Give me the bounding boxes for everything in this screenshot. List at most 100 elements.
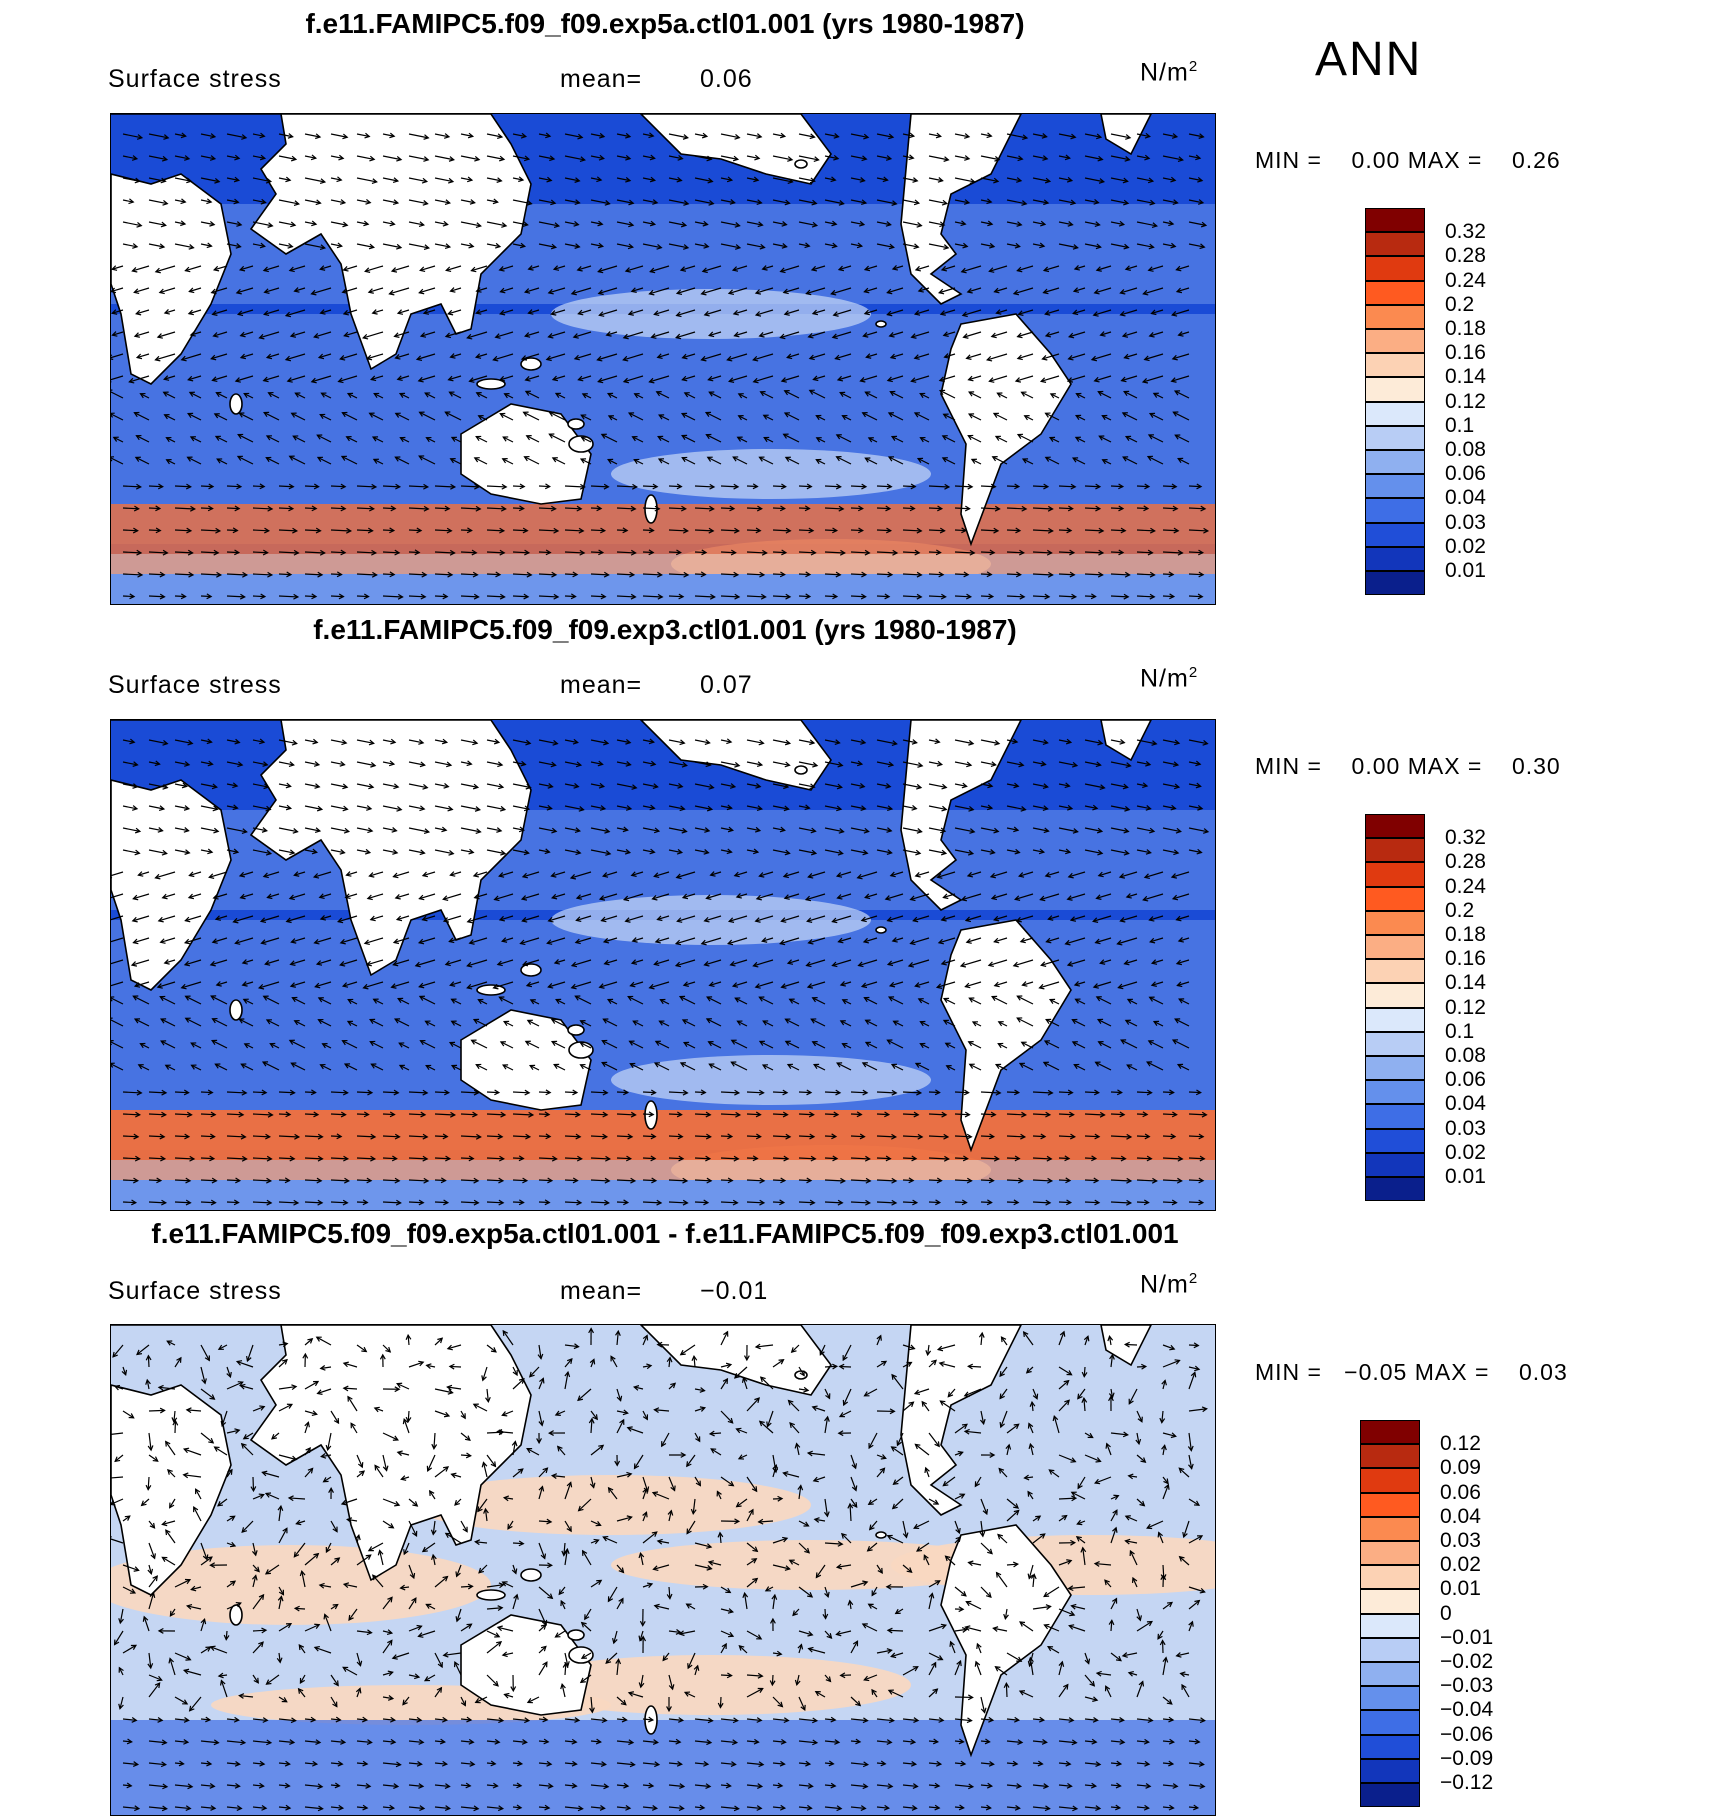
colorbar-label: 0.18 (1445, 923, 1486, 947)
stress-arrow (513, 596, 528, 597)
island-outline (795, 1371, 807, 1379)
colorbar-swatch (1365, 305, 1425, 329)
units-base: N/m (1140, 1270, 1189, 1298)
negative-anomaly-band (111, 1720, 1215, 1815)
colorbar-swatch (1365, 232, 1425, 256)
colorbar-label: 0.01 (1445, 1165, 1486, 1189)
colorbar-label: 0.14 (1445, 971, 1486, 995)
island-outline (876, 321, 886, 327)
stress-arrow (305, 574, 322, 575)
panel-3-mean-label: mean= (560, 1277, 642, 1306)
stress-arrow (903, 1114, 918, 1115)
min-value: 0.00 (1352, 753, 1401, 779)
stress-arrow (799, 1202, 814, 1203)
colorbar-label: 0.2 (1445, 293, 1474, 317)
colorbar-label: 0.04 (1445, 1092, 1486, 1116)
colorbar-label: 0.32 (1445, 220, 1486, 244)
stress-arrow (695, 1136, 711, 1137)
colorbar-label: 0.02 (1445, 1141, 1486, 1165)
stress-arrow (565, 1202, 581, 1203)
colorbar-label: 0.12 (1445, 390, 1486, 414)
panel-3-map-plot (111, 1325, 1215, 1815)
stress-arrow (253, 1136, 270, 1137)
stress-arrow (1059, 486, 1075, 487)
stress-arrow (669, 508, 686, 509)
stress-arrow (695, 1114, 710, 1115)
stress-arrow (565, 1158, 582, 1159)
stress-arrow (955, 1180, 972, 1181)
colorbar-swatch (1365, 983, 1425, 1007)
units-base: N/m (1140, 58, 1189, 86)
stress-arrow (487, 1202, 503, 1203)
stress-arrow (461, 1180, 478, 1181)
colorbar-swatch (1365, 329, 1425, 353)
panel-2-mean-value: 0.07 (700, 671, 753, 700)
southern-band (111, 1180, 1215, 1210)
colorbar-label: 0.16 (1445, 341, 1486, 365)
stress-arrow (383, 486, 400, 487)
island-outline (568, 1630, 584, 1640)
max-label: MAX = (1415, 1359, 1490, 1385)
colorbar-label: 0.04 (1445, 486, 1486, 510)
stress-arrow (851, 596, 866, 597)
island-outline (876, 1532, 886, 1538)
colorbar-swatch (1365, 281, 1425, 305)
colorbar-swatch (1365, 474, 1425, 498)
min-label: MIN = (1255, 147, 1322, 173)
stress-arrow (1189, 1158, 1204, 1159)
max-value: 0.26 (1512, 147, 1561, 173)
stress-arrow (435, 508, 449, 509)
stress-arrow (1059, 1136, 1075, 1137)
colorbar-swatch (1365, 1129, 1425, 1153)
ocean-light-patch (611, 449, 931, 499)
stress-arrow (877, 486, 891, 487)
stress-arrow (331, 1092, 348, 1093)
stress-arrow (253, 530, 269, 531)
stress-arrow (1163, 530, 1178, 531)
colorbar-label: 0.06 (1445, 462, 1486, 486)
island-outline (230, 1000, 242, 1020)
stress-arrow (955, 1136, 971, 1137)
island-outline (521, 1569, 541, 1581)
stress-arrow (123, 1136, 138, 1137)
stress-arrow (201, 1202, 216, 1203)
stress-arrow (1085, 508, 1100, 509)
panel-1-variable: Surface stress (108, 65, 282, 94)
stress-arrow (955, 508, 970, 509)
stress-arrow (981, 486, 995, 487)
stress-arrow (1137, 552, 1152, 553)
stress-arrow (409, 1202, 423, 1203)
max-label: MAX = (1408, 753, 1483, 779)
stress-arrow (305, 1180, 321, 1181)
island-outline (477, 1590, 505, 1600)
panel-2-units: N/m2 (1140, 664, 1198, 693)
stress-arrow (175, 530, 191, 531)
max-value: 0.30 (1512, 753, 1561, 779)
stress-arrow (1059, 552, 1074, 553)
stress-arrow (747, 508, 762, 509)
island-outline (568, 1025, 584, 1035)
colorbar-swatch (1365, 208, 1425, 232)
units-exponent: 2 (1189, 58, 1198, 75)
min-label: MIN = (1255, 753, 1322, 779)
stress-arrow (383, 1136, 400, 1137)
stress-arrow (981, 530, 998, 531)
units-exponent: 2 (1189, 664, 1198, 681)
stress-arrow (149, 1158, 165, 1159)
colorbar-swatch (1365, 935, 1425, 959)
stress-arrow (123, 508, 139, 509)
panel-2-minmax: MIN = 0.00 MAX = 0.30 (1255, 753, 1561, 780)
stress-arrow (565, 1114, 580, 1115)
colorbar-label: 0.18 (1445, 317, 1486, 341)
stress-arrow (279, 486, 293, 487)
colorbar-swatch (1365, 1104, 1425, 1128)
stress-arrow (435, 530, 451, 531)
stress-arrow (175, 1202, 190, 1203)
colorbar-label: 0.03 (1445, 1117, 1486, 1141)
stress-arrow (1033, 486, 1048, 487)
stress-arrow (1163, 508, 1177, 509)
stress-arrow (643, 508, 659, 509)
stress-arrow (383, 1180, 399, 1181)
stress-arrow (591, 1136, 607, 1137)
island-outline (876, 927, 886, 933)
